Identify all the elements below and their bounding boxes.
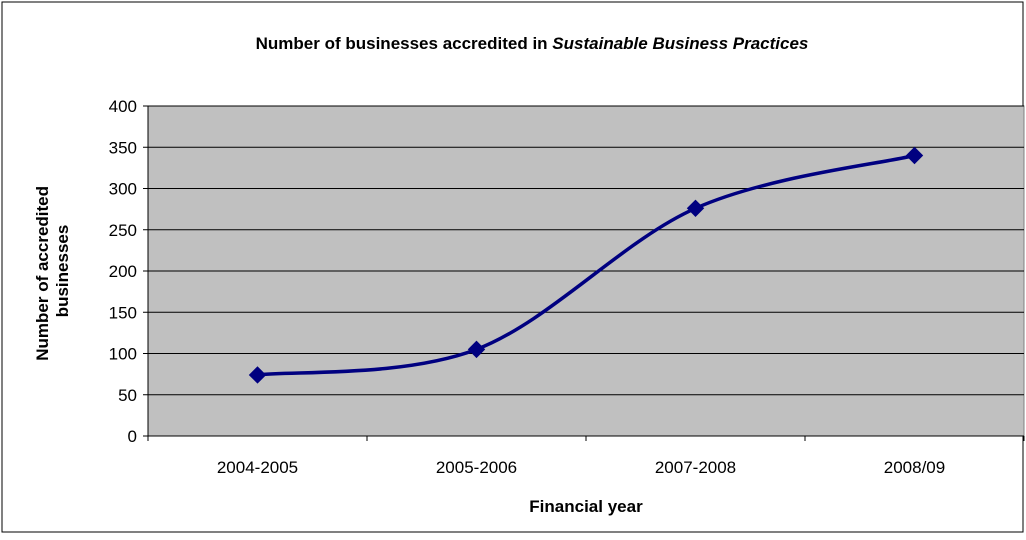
x-tick-label: 2007-2008: [655, 458, 736, 477]
data-point-marker: [467, 340, 486, 359]
x-axis-title: Financial year: [529, 497, 643, 516]
chart-title-emphasis: Sustainable Business Practices: [552, 34, 808, 53]
y-tick-label: 50: [118, 386, 137, 405]
y-axis-title: Number of accredited businesses: [33, 181, 72, 361]
chart-title: Number of businesses accredited in Susta…: [256, 34, 809, 53]
y-tick-label: 100: [109, 345, 137, 364]
y-axis-title-line2: businesses: [53, 225, 72, 318]
y-tick-label: 400: [109, 97, 137, 116]
y-axis-title-line1: Number of accredited: [33, 186, 52, 361]
data-point-marker: [905, 146, 924, 165]
x-tick-label: 2004-2005: [217, 458, 298, 477]
x-tick-label: 2005-2006: [436, 458, 517, 477]
x-tick-label: 2008/09: [884, 458, 945, 477]
x-tick-labels: 2004-2005 2005-2006 2007-2008 2008/09: [217, 458, 945, 477]
y-tick-label: 250: [109, 221, 137, 240]
y-tick-label: 150: [109, 303, 137, 322]
axes: [143, 105, 1025, 441]
gridlines: [148, 105, 1024, 396]
series-line: [257, 153, 915, 377]
series: [248, 146, 924, 384]
chart-title-main: Number of businesses accredited in: [256, 34, 553, 53]
data-point-marker: [686, 199, 705, 218]
y-tick-label: 0: [128, 427, 137, 446]
y-tick-label: 200: [109, 262, 137, 281]
y-tick-label: 300: [109, 180, 137, 199]
y-tick-labels: 0 50 100 150 200 250 300 350 400: [109, 97, 137, 446]
data-point-marker: [248, 366, 267, 384]
y-tick-label: 350: [109, 138, 137, 157]
